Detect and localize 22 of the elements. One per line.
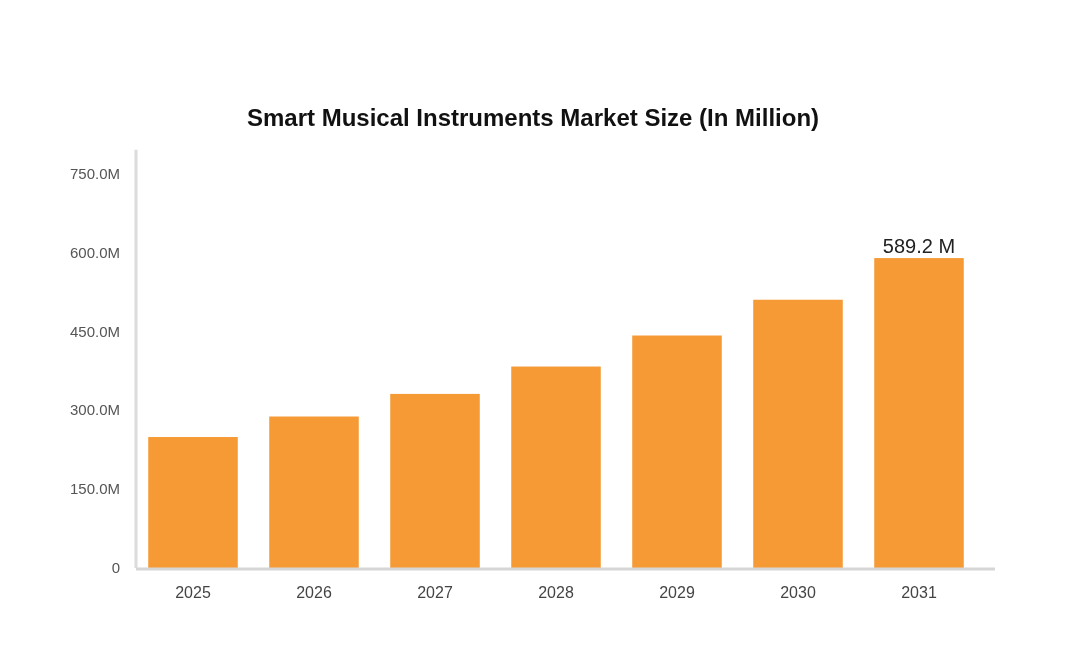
x-tick-label: 2027 <box>417 584 453 601</box>
x-tick-label: 2028 <box>538 584 574 601</box>
x-tick-label: 2029 <box>659 584 695 601</box>
bar <box>390 393 480 568</box>
x-tick-label: 2025 <box>175 584 211 601</box>
x-tick-label: 2030 <box>780 584 816 601</box>
y-tick-label: 450.0M <box>69 322 120 340</box>
x-tick-label: 2031 <box>901 584 937 601</box>
y-tick-label: 600.0M <box>69 243 120 261</box>
y-tick-label: 300.0M <box>69 401 120 419</box>
bar <box>632 335 722 568</box>
bar <box>148 437 238 568</box>
bar <box>269 416 359 568</box>
chart-title: Smart Musical Instruments Market Size (In Million) <box>246 104 820 131</box>
bar <box>511 366 601 568</box>
y-tick-label: 750.0M <box>69 164 120 182</box>
x-tick-label: 2026 <box>296 584 332 601</box>
data-label: 589.2 M <box>882 235 956 258</box>
y-tick-label: 0 <box>111 559 120 577</box>
bar <box>874 258 964 568</box>
y-tick-label: 150.0M <box>69 480 120 498</box>
bar <box>753 299 843 568</box>
